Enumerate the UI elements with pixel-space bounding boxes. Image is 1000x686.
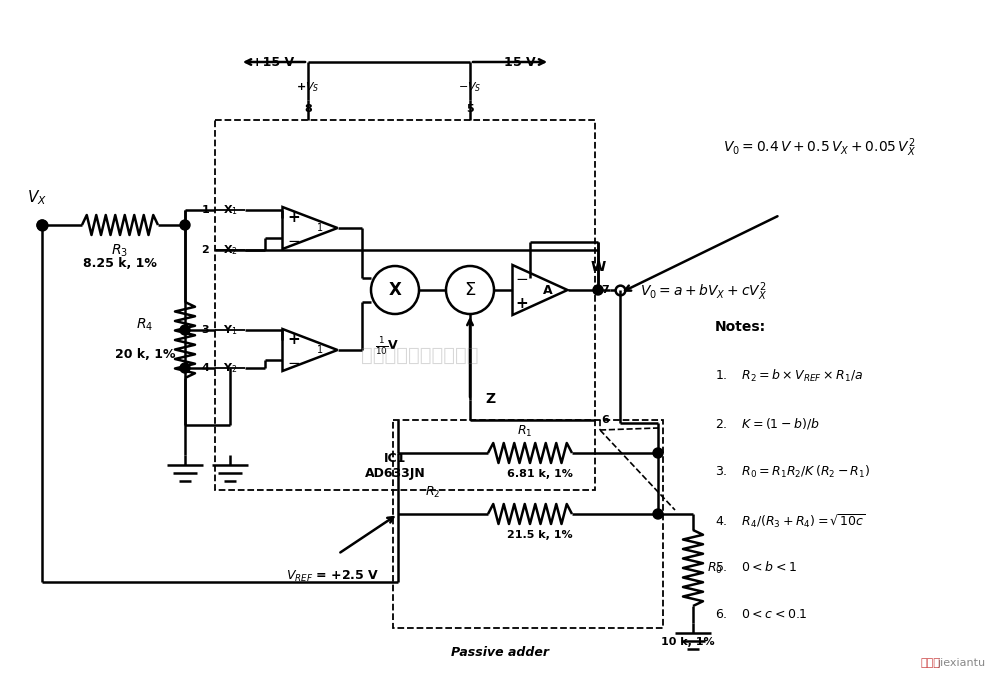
Text: 4: 4 [201, 363, 209, 373]
Text: X$_2$: X$_2$ [223, 243, 238, 257]
Text: X: X [389, 281, 401, 299]
Circle shape [180, 325, 190, 335]
Circle shape [653, 509, 663, 519]
Circle shape [653, 448, 663, 458]
Text: +$V_S$: +$V_S$ [296, 80, 320, 94]
Text: $-$15 V: $-$15 V [493, 56, 537, 69]
Text: 杭州粒睿科技有限公司: 杭州粒睿科技有限公司 [361, 346, 479, 364]
Text: A: A [543, 283, 553, 296]
Text: $R_2$: $R_2$ [425, 485, 441, 500]
Text: $6.\quad 0<c<0.1$: $6.\quad 0<c<0.1$ [715, 608, 808, 621]
Text: $-$: $-$ [515, 270, 529, 285]
Text: $R_3$: $R_3$ [111, 243, 129, 259]
Circle shape [180, 363, 190, 373]
Text: Y$_1$: Y$_1$ [223, 323, 237, 337]
Text: 10 k, 1%: 10 k, 1% [661, 637, 715, 647]
Text: 21.5 k, 1%: 21.5 k, 1% [507, 530, 573, 540]
Text: $V_{REF}$ = +2.5 V: $V_{REF}$ = +2.5 V [286, 569, 380, 584]
Text: 6.81 k, 1%: 6.81 k, 1% [507, 469, 573, 479]
Text: 7: 7 [601, 285, 609, 295]
Text: X$_1$: X$_1$ [223, 203, 238, 217]
Text: $-$: $-$ [287, 355, 301, 370]
Text: 1: 1 [317, 223, 323, 233]
Text: $V_0 = 0.4\,V + 0.5\,V_X + 0.05\,V_X^2$: $V_0 = 0.4\,V + 0.5\,V_X + 0.05\,V_X^2$ [723, 137, 917, 159]
Text: +: + [516, 296, 528, 311]
Text: 8: 8 [304, 104, 312, 114]
Text: $V_0 = a + bV_X + cV_X^2$: $V_0 = a + bV_X + cV_X^2$ [640, 281, 767, 303]
Text: +: + [288, 211, 300, 226]
Text: $R_1$: $R_1$ [517, 424, 533, 439]
Text: $4.\quad R_4/(R_3 + R_4) = \sqrt{10c}$: $4.\quad R_4/(R_3 + R_4) = \sqrt{10c}$ [715, 512, 866, 530]
Text: 1: 1 [201, 205, 209, 215]
Text: Notes:: Notes: [715, 320, 766, 334]
Text: Z: Z [485, 392, 495, 406]
Text: jiexiantu: jiexiantu [937, 658, 985, 668]
Text: $3.\quad R_0 = R_1R_2/K\,(R_2 - R_1)$: $3.\quad R_0 = R_1R_2/K\,(R_2 - R_1)$ [715, 464, 870, 480]
Text: $R_0$: $R_0$ [707, 560, 723, 576]
Text: $-V_S$: $-V_S$ [458, 80, 482, 94]
Text: Passive adder: Passive adder [451, 646, 549, 659]
Text: $R_4$: $R_4$ [136, 317, 154, 333]
Text: 8.25 k, 1%: 8.25 k, 1% [83, 257, 157, 270]
Text: +: + [288, 333, 300, 348]
Text: 6: 6 [601, 415, 609, 425]
Text: Y$_2$: Y$_2$ [223, 361, 237, 375]
Text: W: W [590, 260, 606, 274]
Circle shape [37, 220, 47, 230]
Text: +15 V: +15 V [252, 56, 294, 69]
Text: $1.\quad R_2 = b \times V_{REF} \times R_1/a$: $1.\quad R_2 = b \times V_{REF} \times R… [715, 368, 863, 384]
Text: $Σ$: $Σ$ [464, 281, 476, 299]
Text: 接线图: 接线图 [920, 658, 940, 668]
Text: 1: 1 [317, 345, 323, 355]
Text: $-$: $-$ [287, 233, 301, 248]
Text: $5.\quad 0<b<1$: $5.\quad 0<b<1$ [715, 560, 797, 574]
Circle shape [593, 285, 603, 295]
Text: 5: 5 [466, 104, 474, 114]
Text: 2: 2 [201, 245, 209, 255]
Text: 20 k, 1%: 20 k, 1% [115, 348, 175, 362]
Text: $\frac{1}{10}$V: $\frac{1}{10}$V [375, 335, 399, 357]
Text: $V_X$: $V_X$ [27, 188, 47, 207]
Text: 3: 3 [201, 325, 209, 335]
Circle shape [180, 220, 190, 230]
Text: $2.\quad K = (1-b)/b$: $2.\quad K = (1-b)/b$ [715, 416, 820, 431]
Text: IC1
AD633JN: IC1 AD633JN [365, 452, 425, 480]
